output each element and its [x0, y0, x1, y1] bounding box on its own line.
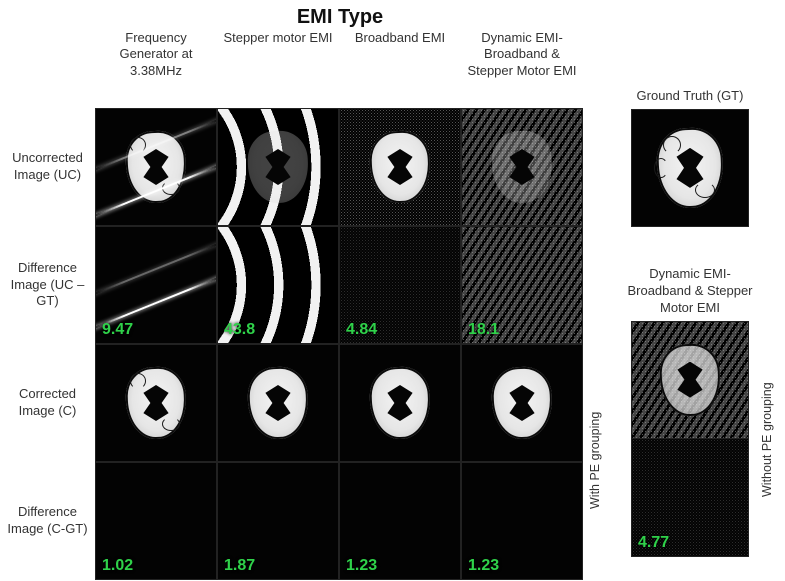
cell-ucdiff-col4: 18.1: [461, 226, 583, 344]
cell-ucdiff-col1: 9.47: [95, 226, 217, 344]
image-grid: 9.47 43.8 4.84 18.1: [95, 108, 585, 580]
vlabel-without-pe: Without PE grouping: [760, 322, 774, 558]
side-dyn-image-top: [631, 321, 749, 439]
metric-ucdiff-1: 9.47: [102, 321, 133, 339]
column-headers: Frequency Generator at 3.38MHz Stepper m…: [95, 30, 585, 79]
cell-cdiff-col3: 1.23: [339, 462, 461, 580]
grid-row-uc: [95, 108, 585, 226]
col-header-3: Broadband EMI: [339, 30, 461, 79]
cell-cdiff-col1: 1.02: [95, 462, 217, 580]
metric-cdiff-4: 1.23: [468, 557, 499, 575]
side-dyn-label: Dynamic EMI- Broadband & Stepper Motor E…: [620, 266, 760, 317]
col-header-1: Frequency Generator at 3.38MHz: [95, 30, 217, 79]
metric-cdiff-2: 1.87: [224, 557, 255, 575]
row-labels: Uncorrected Image (UC) Difference Image …: [0, 108, 95, 580]
side-gt-block: Ground Truth (GT): [620, 88, 760, 227]
metric-cdiff-3: 1.23: [346, 557, 377, 575]
grid-row-cdiff: 1.02 1.87 1.23 1.23: [95, 462, 585, 580]
cell-ucdiff-col3: 4.84: [339, 226, 461, 344]
cell-uc-col3: [339, 108, 461, 226]
row-label-3: Corrected Image (C): [0, 344, 95, 462]
cell-c-col1: [95, 344, 217, 462]
vlabel-with-pe: With PE grouping: [588, 345, 602, 575]
grid-row-ucdiff: 9.47 43.8 4.84 18.1: [95, 226, 585, 344]
cell-c-col2: [217, 344, 339, 462]
metric-ucdiff-3: 4.84: [346, 321, 377, 339]
cell-uc-col1: [95, 108, 217, 226]
cell-cdiff-col4: 1.23: [461, 462, 583, 580]
cell-uc-col4: [461, 108, 583, 226]
col-header-2: Stepper motor EMI: [217, 30, 339, 79]
side-dyn-image-bottom: 4.77: [631, 439, 749, 557]
side-gt-label: Ground Truth (GT): [620, 88, 760, 105]
row-label-1: Uncorrected Image (UC): [0, 108, 95, 226]
metric-cdiff-1: 1.02: [102, 557, 133, 575]
figure-title: EMI Type: [95, 6, 585, 29]
metric-side-dyn: 4.77: [638, 534, 669, 552]
row-label-4: Difference Image (C-GT): [0, 462, 95, 580]
cell-c-col4: [461, 344, 583, 462]
side-gt-image: [631, 109, 749, 227]
grid-row-c: [95, 344, 585, 462]
row-label-2: Difference Image (UC – GT): [0, 226, 95, 344]
side-dyn-block: Dynamic EMI- Broadband & Stepper Motor E…: [620, 266, 760, 557]
cell-cdiff-col2: 1.87: [217, 462, 339, 580]
cell-ucdiff-col2: 43.8: [217, 226, 339, 344]
cell-uc-col2: [217, 108, 339, 226]
cell-c-col3: [339, 344, 461, 462]
col-header-4: Dynamic EMI- Broadband & Stepper Motor E…: [461, 30, 583, 79]
metric-ucdiff-4: 18.1: [468, 321, 499, 339]
metric-ucdiff-2: 43.8: [224, 321, 255, 339]
